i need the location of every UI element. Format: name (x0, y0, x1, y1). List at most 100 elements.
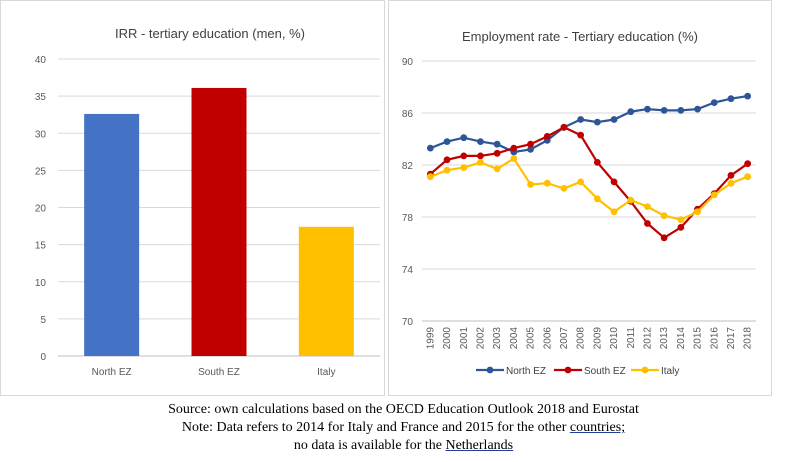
bar-y-tick-label: 30 (35, 129, 47, 140)
line-point-italy (577, 178, 585, 186)
line-point-north-ez (694, 105, 701, 113)
line-chart-panel (388, 0, 772, 396)
line-point-south-ez (477, 152, 484, 160)
bar-north-ez (84, 113, 140, 356)
line-point-north-ez (627, 108, 635, 116)
bar-x-tick-label: South EZ (198, 367, 240, 378)
caption-nodata: no data is available for the Netherlands (0, 437, 807, 455)
line-point-italy (727, 179, 735, 187)
line-point-north-ez (593, 118, 601, 126)
line-x-tick-label: 2006 (542, 327, 553, 350)
legend-marker-italy (641, 366, 649, 374)
caption-netherlands-link: Netherlands (445, 438, 514, 453)
caption-note: Note: Data refers to 2014 for Italy and … (0, 419, 807, 437)
line-point-north-ez (577, 116, 585, 123)
line-point-south-ez (610, 178, 618, 186)
line-point-north-ez (677, 107, 685, 114)
line-point-italy (443, 166, 451, 174)
line-x-tick-label: 2014 (676, 327, 687, 350)
bar-y-tick-label: 25 (35, 166, 47, 177)
bar-chart: IRR - tertiary education (men, %) 0 5 10 15… (0, 0, 385, 396)
line-x-tick-label: 2010 (609, 327, 620, 350)
line-y-tick-label: 86 (402, 109, 414, 120)
line-point-north-ez (710, 99, 718, 106)
line-x-tick-label: 2003 (492, 327, 503, 350)
line-x-tick-label: 2000 (442, 327, 453, 350)
line-point-italy (694, 208, 701, 216)
line-point-north-ez (744, 92, 752, 100)
line-point-italy (477, 159, 484, 166)
line-point-italy (660, 212, 668, 220)
bar-y-tick-label: 10 (35, 278, 47, 289)
legend-label-italy: Italy (661, 366, 679, 377)
line-point-italy (426, 173, 434, 181)
line-point-south-ez (744, 160, 752, 168)
line-point-south-ez (527, 140, 534, 148)
bar-south-ez (191, 87, 247, 357)
legend-label-north-ez: North EZ (506, 366, 546, 377)
bar-x-tick-label: Italy (317, 367, 335, 378)
line-chart: Employment rate - Tertiary education (%)… (388, 0, 772, 396)
line-point-north-ez (644, 105, 651, 113)
line-point-italy (610, 208, 618, 216)
line-point-italy (560, 185, 568, 192)
bar-y-tick-label: 5 (40, 315, 46, 326)
line-point-italy (627, 196, 635, 204)
legend-marker-north-ez (486, 366, 494, 374)
bar-x-tick-label: North EZ (92, 367, 132, 378)
line-x-tick-label: 2015 (693, 327, 704, 350)
line-x-tick-label: 2001 (459, 327, 470, 350)
line-point-italy (744, 173, 752, 181)
line-x-tick-label: 1999 (425, 327, 436, 350)
line-point-italy (677, 216, 685, 224)
line-x-tick-label: 2018 (743, 327, 754, 350)
line-point-south-ez (727, 172, 735, 179)
bar-y-tick-label: 20 (35, 204, 47, 215)
line-point-italy (593, 195, 601, 203)
line-x-tick-label: 2007 (559, 327, 570, 350)
line-point-south-ez (677, 224, 685, 231)
line-x-tick-label: 2008 (576, 327, 587, 350)
line-x-tick-label: 2017 (726, 327, 737, 350)
bar-y-tick-label: 15 (35, 241, 47, 252)
line-point-north-ez (527, 146, 534, 153)
line-point-south-ez (493, 149, 501, 157)
bar-y-tick-label: 40 (35, 55, 47, 66)
line-point-north-ez (493, 140, 501, 148)
line-x-tick-label: 2012 (642, 327, 653, 350)
bar-y-tick-label: 0 (40, 352, 46, 363)
line-x-tick-label: 2013 (659, 327, 670, 350)
line-point-north-ez (610, 116, 618, 123)
line-point-north-ez (426, 144, 434, 152)
line-y-tick-label: 82 (402, 161, 414, 172)
line-point-italy (710, 191, 718, 199)
line-point-italy (644, 203, 651, 211)
line-point-south-ez (443, 156, 451, 164)
line-point-south-ez (644, 220, 651, 227)
bar-chart-title: IRR - tertiary education (men, %) (115, 26, 305, 41)
line-point-north-ez (727, 95, 735, 103)
line-x-tick-label: 2011 (626, 327, 637, 349)
line-point-north-ez (660, 107, 668, 114)
caption-nodata-text: no data is available for the (293, 438, 446, 453)
line-point-south-ez (577, 131, 585, 139)
line-y-tick-label: 90 (402, 57, 414, 68)
line-y-tick-label: 74 (402, 265, 414, 276)
line-y-tick-label: 70 (402, 317, 414, 328)
line-point-italy (510, 155, 518, 162)
line-point-north-ez (460, 134, 468, 142)
line-point-north-ez (443, 138, 451, 146)
line-x-tick-label: 2009 (592, 327, 603, 350)
line-x-tick-label: 2004 (509, 327, 520, 350)
line-point-south-ez (560, 123, 568, 131)
line-point-italy (527, 181, 534, 188)
line-x-tick-label: 2002 (475, 327, 486, 350)
line-point-italy (460, 164, 468, 172)
caption-source: Source: own calculations based on the OE… (168, 402, 639, 417)
caption-note-text: Note: Data refers to 2014 for Italy and … (181, 420, 570, 435)
bar-italy (298, 226, 354, 356)
line-point-south-ez (660, 234, 668, 242)
line-point-south-ez (460, 152, 468, 160)
line-x-tick-label: 2005 (526, 327, 537, 350)
